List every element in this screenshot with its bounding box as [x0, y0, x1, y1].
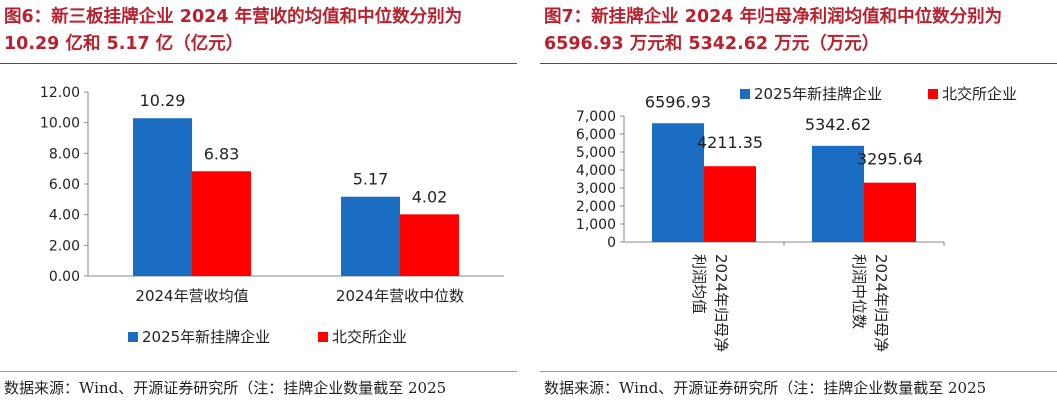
figure-7-panel: 图7：新挂牌企业 2024 年归母净利润均值和中位数分别为 6596.93 万元…	[540, 0, 1057, 405]
y-tick-label: 6,000	[576, 127, 616, 143]
y-tick-label: 3,000	[576, 181, 616, 197]
bar	[133, 118, 192, 276]
y-tick-label: 4.00	[49, 208, 80, 224]
legend-label: 2025年新挂牌企业	[142, 328, 270, 346]
y-tick-label: 12.00	[40, 85, 80, 101]
data-label: 5.17	[353, 170, 389, 189]
figure-7-source: 数据来源：Wind、开源证券研究所（注：挂牌企业数量截至 2025	[544, 379, 987, 397]
bar	[400, 214, 459, 276]
figure-6-title: 图6：新三板挂牌企业 2024 年营收的均值和中位数分别为 10.29 亿和 5…	[4, 7, 463, 54]
y-tick-label: 1,000	[576, 217, 616, 233]
legend-swatch	[928, 89, 938, 99]
data-label: 4211.35	[697, 133, 763, 152]
y-tick-label: 8.00	[49, 146, 80, 162]
legend-swatch	[318, 332, 328, 342]
legend-swatch	[740, 89, 750, 99]
legend-label: 北交所企业	[942, 85, 1017, 103]
figure-6-panel: 图6：新三板挂牌企业 2024 年营收的均值和中位数分别为 10.29 亿和 5…	[0, 0, 517, 405]
data-label: 6596.93	[645, 92, 711, 111]
y-tick-label: 7,000	[576, 109, 616, 125]
bar	[704, 166, 756, 242]
source-rule	[540, 371, 1057, 372]
x-category-label: 2024年营收均值	[135, 287, 248, 305]
data-label: 6.83	[204, 144, 240, 163]
y-tick-label: 2.00	[49, 238, 80, 254]
figure-6-chart: 0.00 2.00 4.00 6.00 8.00 10.00 12.00 2024年营收均值 1…	[40, 85, 504, 346]
legend-label: 北交所企业	[332, 328, 407, 346]
bar	[341, 196, 400, 276]
title-rule	[540, 63, 1057, 64]
y-tick-label: 10.00	[40, 116, 80, 132]
x-category-label: 利润均值	[690, 254, 708, 314]
y-tick-label: 0.00	[49, 269, 80, 285]
x-category-label: 2024年营收中位数	[336, 287, 464, 305]
bar	[652, 123, 704, 242]
y-tick-label: 6.00	[49, 177, 80, 193]
bar	[192, 171, 251, 276]
data-label: 3295.64	[857, 150, 923, 169]
x-category-label: 2024年归母净	[712, 254, 730, 352]
figure-7-chart: 0 1,000 2,000 3,000 4,000 5,000 6,000 7,000 2024…	[576, 85, 1017, 352]
x-category-label: 2024年归母净	[872, 254, 890, 352]
source-rule	[0, 371, 517, 372]
legend-label: 2025年新挂牌企业	[754, 85, 882, 103]
x-category-label: 利润中位数	[850, 254, 868, 329]
data-label: 4.02	[412, 187, 448, 206]
bar	[812, 145, 864, 242]
data-label: 10.29	[140, 91, 186, 110]
y-tick-label: 5,000	[576, 145, 616, 161]
y-tick-label: 2,000	[576, 199, 616, 215]
y-tick-label: 0	[607, 235, 616, 251]
title-rule	[0, 63, 517, 64]
legend-swatch	[128, 332, 138, 342]
y-tick-label: 4,000	[576, 163, 616, 179]
figure-7-title: 图7：新挂牌企业 2024 年归母净利润均值和中位数分别为 6596.93 万元…	[544, 7, 1003, 54]
data-label: 5342.62	[805, 115, 871, 134]
bar	[864, 182, 916, 242]
figure-6-source: 数据来源：Wind、开源证券研究所（注：挂牌企业数量截至 2025	[4, 379, 447, 397]
